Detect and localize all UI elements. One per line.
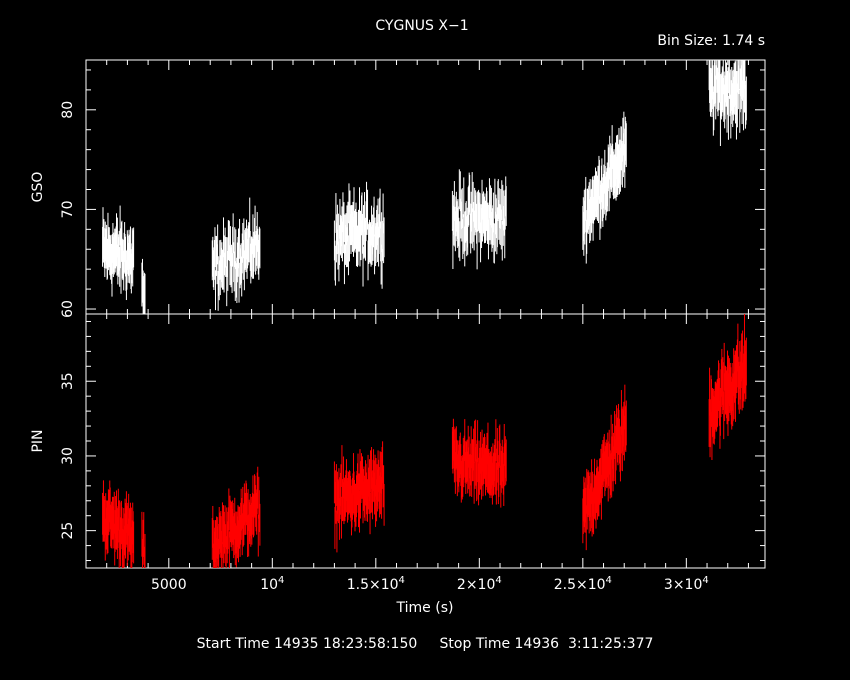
y-tick-label: 25 (60, 522, 76, 540)
x-tick-label: 5000 (151, 577, 187, 593)
y-tick-label: 80 (60, 101, 76, 119)
y-tick-label: 60 (60, 300, 76, 318)
x-tick-label: 3×104 (664, 575, 709, 593)
pin-axis-label: PIN (30, 429, 46, 452)
x-tick-label: 104 (260, 575, 284, 593)
chart-title: CYGNUS X−1 (375, 18, 468, 34)
x-tick-label: 2×104 (457, 575, 502, 593)
x-axis-label: Time (s) (396, 600, 454, 616)
x-tick-label: 1.5×104 (347, 575, 405, 593)
bin-size-label: Bin Size: 1.74 s (657, 33, 765, 49)
y-tick-label: 35 (60, 372, 76, 390)
pin-panel: 25 30 35 PIN (30, 313, 766, 569)
gso-data (102, 60, 747, 314)
pin-data (102, 314, 747, 568)
gso-panel: 60 70 80 GSO (30, 59, 766, 318)
gso-panel-frame (85, 59, 766, 315)
gso-axis-label: GSO (30, 172, 46, 203)
time-range-footer: Start Time 14935 18:23:58:150 Stop Time … (0, 636, 850, 652)
gso-ticks: 60 70 80 (60, 60, 765, 318)
y-tick-label: 70 (60, 200, 76, 218)
pin-ticks: 25 30 35 (60, 314, 765, 568)
y-tick-label: 30 (60, 447, 76, 465)
x-tick-labels: 5000 104 1.5×104 2×104 2.5×104 3×104 (151, 575, 709, 593)
start-time: Start Time 14935 18:23:58:150 (196, 636, 418, 652)
stop-time: Stop Time 14936 3:11:25:377 (439, 636, 654, 652)
x-tick-label: 2.5×104 (554, 575, 612, 593)
pin-panel-frame (85, 313, 766, 569)
